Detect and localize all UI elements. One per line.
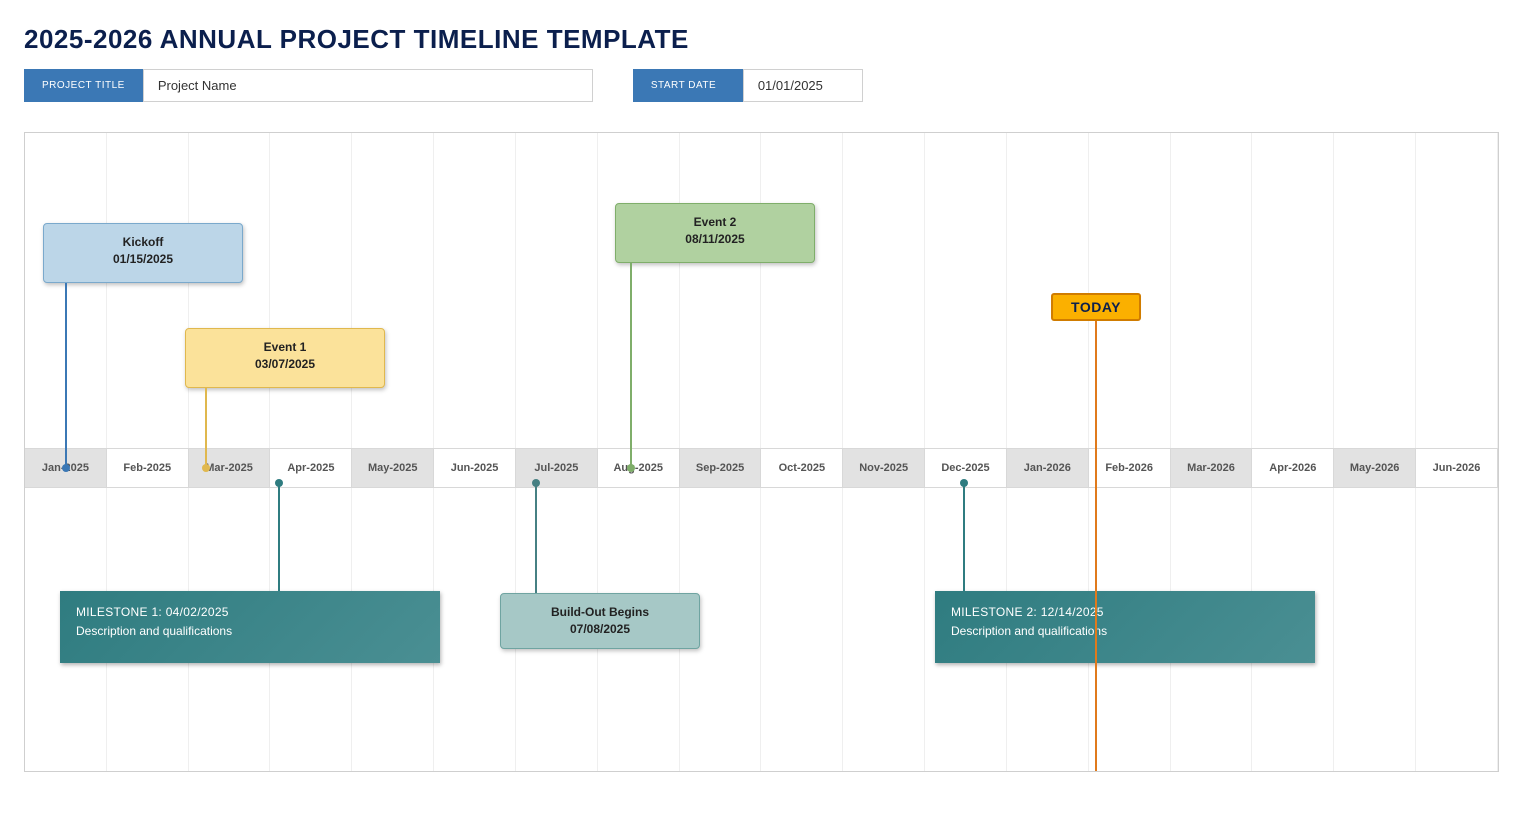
event-date: 01/15/2025 (52, 251, 234, 268)
event-date: 03/07/2025 (194, 356, 376, 373)
today-badge: TODAY (1051, 293, 1141, 321)
header-row: PROJECT TITLE Project Name START DATE 01… (20, 69, 1510, 102)
event-title: Build-Out Begins (509, 604, 691, 621)
page-title: 2025-2026 ANNUAL PROJECT TIMELINE TEMPLA… (24, 24, 1510, 55)
event-title: Event 1 (194, 339, 376, 356)
milestone2-box[interactable]: MILESTONE 2: 12/14/2025Description and q… (935, 591, 1315, 663)
milestone1-box[interactable]: MILESTONE 1: 04/02/2025Description and q… (60, 591, 440, 663)
event-date: 07/08/2025 (509, 621, 691, 638)
milestone1-dot (275, 479, 283, 487)
buildout-card[interactable]: Build-Out Begins07/08/2025 (500, 593, 700, 649)
event-title: Event 2 (624, 214, 806, 231)
milestone-title: MILESTONE 1: 04/02/2025 (76, 603, 424, 622)
start-date-field: START DATE 01/01/2025 (633, 69, 863, 102)
event-title: Kickoff (52, 234, 234, 251)
project-title-label: PROJECT TITLE (24, 69, 143, 102)
buildout-connector (535, 483, 537, 593)
milestone-desc: Description and qualifications (951, 622, 1299, 641)
project-title-value[interactable]: Project Name (143, 69, 593, 102)
buildout-dot (532, 479, 540, 487)
start-date-value[interactable]: 01/01/2025 (743, 69, 863, 102)
milestone1-connector (278, 483, 280, 591)
event1-dot (202, 464, 210, 472)
timeline-chart: Jan-2025Feb-2025Mar-2025Apr-2025May-2025… (24, 132, 1499, 772)
milestone2-connector (963, 483, 965, 591)
project-title-field: PROJECT TITLE Project Name (24, 69, 593, 102)
event-date: 08/11/2025 (624, 231, 806, 248)
milestone-desc: Description and qualifications (76, 622, 424, 641)
kickoff-dot (62, 464, 70, 472)
event1-connector (205, 388, 207, 468)
start-date-label: START DATE (633, 69, 743, 102)
kickoff-card[interactable]: Kickoff01/15/2025 (43, 223, 243, 283)
event-layer: Kickoff01/15/2025Event 103/07/2025Event … (25, 133, 1498, 771)
event1-card[interactable]: Event 103/07/2025 (185, 328, 385, 388)
event2-connector (630, 263, 632, 468)
event2-card[interactable]: Event 208/11/2025 (615, 203, 815, 263)
kickoff-connector (65, 283, 67, 468)
event2-dot (627, 464, 635, 472)
milestone-title: MILESTONE 2: 12/14/2025 (951, 603, 1299, 622)
today-line (1095, 313, 1097, 772)
milestone2-dot (960, 479, 968, 487)
